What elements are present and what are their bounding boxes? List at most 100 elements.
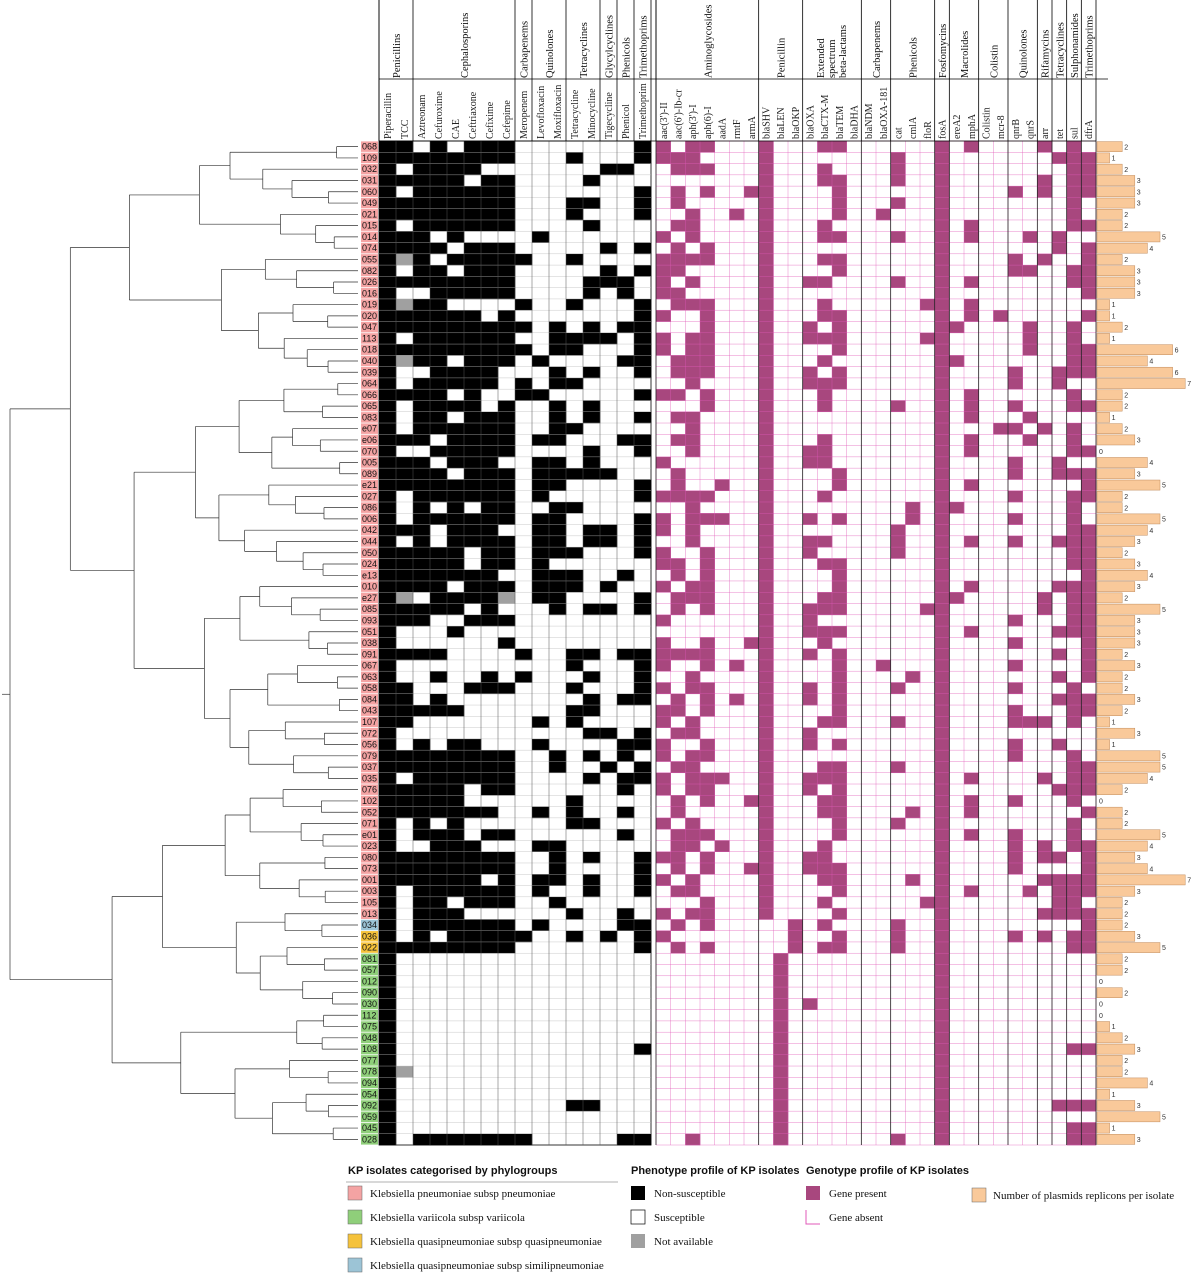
genotype-cell [758, 738, 774, 751]
genotype-cell [964, 219, 979, 232]
genotype-cell [758, 490, 774, 503]
legend-swatch-susceptible [630, 1209, 646, 1225]
isolate-label: 066 [362, 390, 377, 400]
genotype-cell [1081, 242, 1097, 255]
phenotype-cell [617, 750, 635, 762]
plasmid-bar [1096, 209, 1123, 220]
phenotype-cell [396, 716, 414, 728]
genotype-cell [802, 321, 818, 334]
genotype-cell [1081, 919, 1097, 931]
genotype-cell [1008, 253, 1023, 266]
genotype-cell [685, 840, 701, 852]
phenotype-cell [430, 896, 448, 909]
phenotype-cell [379, 253, 397, 266]
gene-column-label: dfrA [1084, 119, 1095, 139]
genotype-cell [685, 671, 701, 683]
genotype-cell [758, 874, 774, 886]
phenotype-cell [464, 265, 482, 277]
phenotype-cell [464, 253, 482, 266]
phenotype-cell [447, 795, 465, 807]
phenotype-cell [447, 626, 465, 638]
genotype-cell [656, 287, 671, 300]
genotype-cell [685, 231, 701, 243]
plasmid-bar [1096, 423, 1123, 434]
phenotype-cell [430, 276, 448, 288]
phenotype-cell [464, 400, 482, 413]
isolate-label: 043 [362, 706, 377, 716]
plasmid-bar [1096, 355, 1148, 367]
phenotype-cell [430, 862, 448, 875]
phenotype-cell [396, 761, 414, 774]
genotype-cell [773, 1020, 789, 1033]
phenotype-cell [583, 1099, 601, 1112]
phenotype-cell [430, 152, 448, 164]
genotype-cell [685, 772, 701, 785]
isolate-label: 079 [362, 751, 377, 761]
genotype-cell [758, 626, 774, 638]
isolate-label: 082 [362, 266, 377, 276]
plasmid-bar [1096, 299, 1110, 310]
phenotype-cell [498, 344, 516, 356]
phenotype-group-label: Phenicols [622, 37, 633, 78]
genotype-cell [758, 817, 774, 830]
phenotype-cell [430, 603, 448, 616]
plasmid-count: 5 [1162, 753, 1166, 760]
genotype-cell [1008, 265, 1023, 277]
plasmid-bar [1096, 671, 1123, 683]
genotype-cell [1066, 389, 1082, 401]
genotype-cell [802, 377, 818, 390]
phenotype-cell [447, 705, 465, 717]
phenotype-cell [549, 840, 567, 852]
isolate-chip [361, 840, 378, 852]
genotype-cell [758, 851, 774, 864]
phenotype-cell [447, 784, 465, 796]
phenotype-cell [447, 501, 465, 514]
genotype-cell [685, 141, 701, 153]
phenotype-column-label: Tigecycline [604, 92, 615, 139]
phenotype-cell [379, 659, 397, 672]
genotype-cell [758, 242, 774, 255]
genotype-cell [934, 637, 950, 649]
phenotype-cell [464, 885, 482, 898]
gene-group-label: Fosfomycins [938, 24, 949, 78]
phenotype-cell [447, 603, 465, 616]
phenotype-cell [634, 344, 652, 356]
genotype-cell [1052, 896, 1067, 909]
genotype-cell [758, 750, 774, 762]
phenotype-cell [413, 344, 431, 356]
plasmid-count: 2 [1124, 167, 1128, 174]
plasmid-bar [1096, 615, 1136, 626]
phenotype-cell [413, 501, 431, 514]
phenotype-cell [549, 400, 567, 413]
plasmid-count: 2 [1124, 144, 1128, 151]
isolate-chip [361, 931, 378, 942]
plasmid-count: 2 [1124, 596, 1128, 603]
genotype-cell [700, 310, 715, 322]
phenotype-cell [515, 321, 533, 334]
isolate-label: e27 [362, 593, 377, 603]
genotype-cell [670, 186, 686, 198]
phenotype-cell [396, 580, 414, 593]
phenotype-cell [430, 445, 448, 458]
genotype-cell [1052, 468, 1067, 480]
phenotype-cell [396, 321, 414, 334]
plasmid-bar [1096, 874, 1186, 886]
phenotype-cell [447, 479, 465, 492]
genotype-cell [934, 377, 950, 390]
phenotype-cell [532, 513, 550, 525]
genotype-cell [964, 298, 979, 311]
phenotype-cell [413, 908, 431, 920]
plasmid-count: 6 [1175, 370, 1179, 377]
phenotype-cell [532, 885, 550, 898]
legend-phylogroups: KP isolates categorised by phylogroups K… [346, 1165, 618, 1273]
phenotype-cell [413, 829, 431, 841]
phenotype-cell [481, 558, 499, 570]
genotype-cell [934, 626, 950, 638]
genotype-cell [1066, 332, 1082, 345]
genotype-cell [758, 524, 774, 537]
phenotype-cell [413, 648, 431, 661]
plasmid-count: 1 [1112, 156, 1116, 163]
plasmid-count: 4 [1149, 844, 1153, 851]
phenotype-cell [583, 693, 601, 706]
genotype-cell [685, 761, 701, 774]
